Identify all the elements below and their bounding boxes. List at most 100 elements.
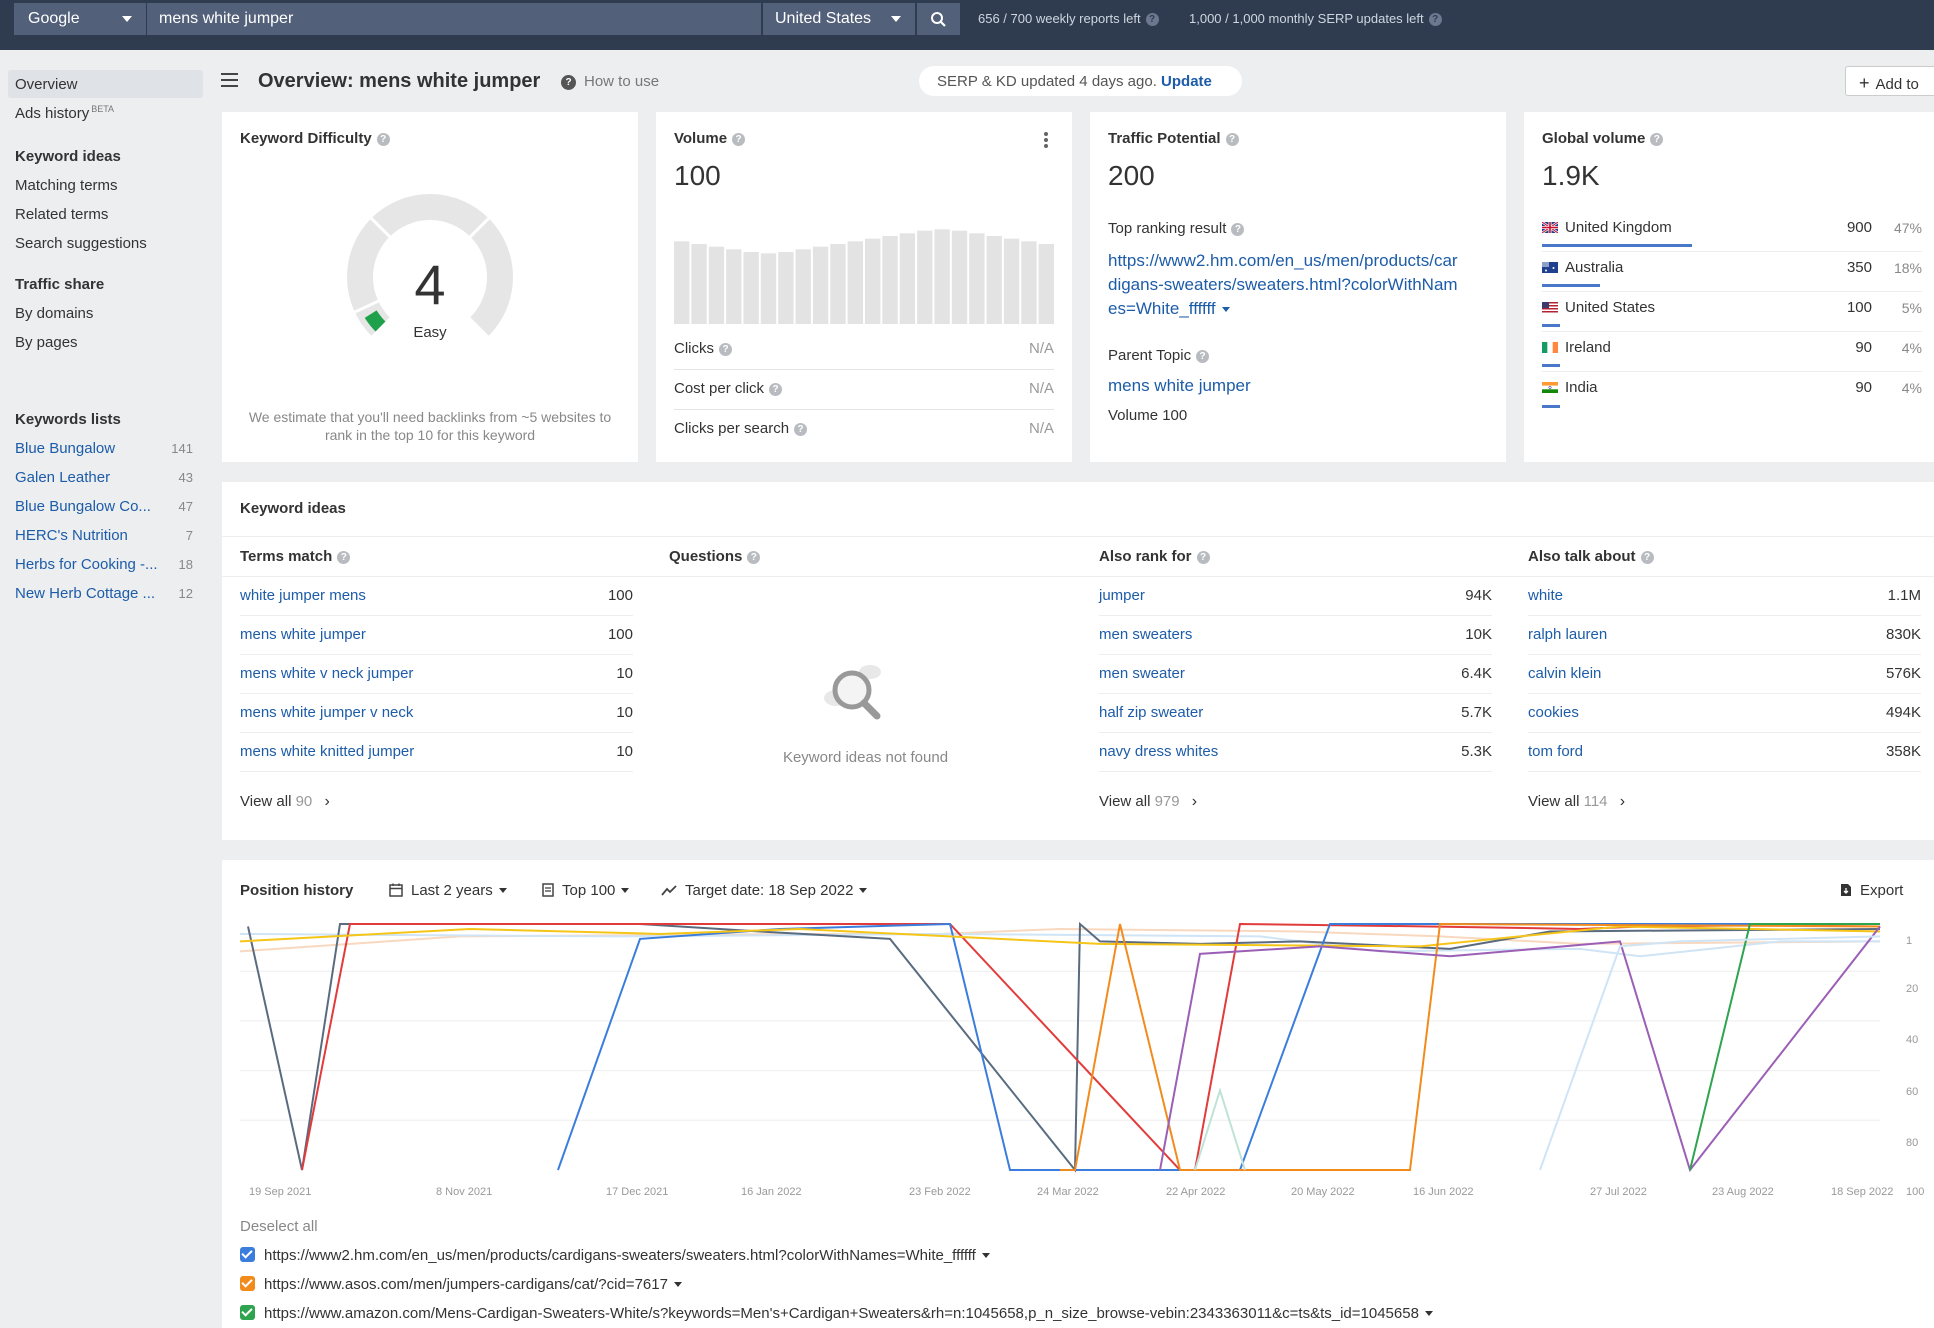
help-icon[interactable]: ? (1428, 13, 1442, 27)
keyword-list-item[interactable]: Blue Bungalow 141 (15, 440, 193, 457)
top-positions-dropdown[interactable]: Top 100 (542, 882, 630, 899)
tracked-url-row[interactable]: https://www2.hm.com/en_us/men/products/c… (240, 1247, 990, 1264)
update-link[interactable]: Update (1161, 73, 1212, 90)
keyword-list-item[interactable]: Galen Leather 43 (15, 469, 193, 486)
global-country-row[interactable]: Ireland 90 4% (1542, 332, 1922, 372)
search-button[interactable] (917, 3, 960, 35)
keyword-idea-row[interactable]: white jumper mens 100 (240, 577, 633, 616)
tracked-url[interactable]: https://www2.hm.com/en_us/men/products/c… (264, 1247, 976, 1264)
checkbox[interactable] (240, 1305, 255, 1320)
keyword-link[interactable]: jumper (1099, 587, 1145, 604)
help-icon[interactable]: ? (1225, 132, 1239, 146)
keyword-link[interactable]: men sweaters (1099, 626, 1193, 643)
position-series-line[interactable] (557, 922, 1880, 1171)
keyword-link[interactable]: mens white knitted jumper (240, 743, 415, 760)
keyword-list-item[interactable]: Herbs for Cooking -... 18 (15, 556, 193, 573)
keyword-link[interactable]: cookies (1528, 704, 1579, 721)
help-icon[interactable]: ? (719, 342, 732, 356)
chevron-down-icon[interactable] (673, 1282, 682, 1287)
sidebar-heading-keyword-ideas[interactable]: Keyword ideas (15, 148, 121, 165)
checkbox[interactable] (240, 1247, 255, 1262)
keyword-link[interactable]: half zip sweater (1099, 704, 1204, 721)
position-series-line[interactable] (1539, 935, 1881, 1171)
keyword-link[interactable]: white (1528, 587, 1564, 604)
keyword-list-item[interactable]: HERC's Nutrition 7 (15, 527, 193, 544)
keyword-link[interactable]: mens white jumper v neck (240, 704, 414, 721)
sidebar-item-by-pages[interactable]: By pages (15, 334, 78, 351)
help-icon[interactable]: ? (1196, 550, 1210, 564)
keyword-link[interactable]: mens white jumper (240, 626, 366, 643)
global-country-row[interactable]: India 90 4% (1542, 372, 1922, 412)
keyword-search-input[interactable] (147, 3, 761, 35)
global-country-row[interactable]: United Kingdom 900 47% (1542, 212, 1922, 252)
global-country-row[interactable]: Australia 350 18% (1542, 252, 1922, 292)
keyword-idea-row[interactable]: men sweaters 10K (1099, 616, 1492, 655)
tracked-url[interactable]: https://www.amazon.com/Mens-Cardigan-Swe… (264, 1305, 1419, 1322)
keyword-link[interactable]: tom ford (1528, 743, 1584, 760)
deselect-all-link[interactable]: Deselect all (240, 1218, 318, 1235)
how-to-use-link[interactable]: ? How to use (561, 73, 659, 90)
keyword-idea-row[interactable]: half zip sweater 5.7K (1099, 694, 1492, 733)
sidebar-item-ads-history[interactable]: Ads history BETA (15, 104, 114, 122)
help-icon[interactable]: ? (337, 550, 351, 564)
also-talk-view-all-link[interactable]: View all 114 › (1528, 793, 1625, 811)
position-series-line[interactable] (1159, 925, 1881, 1173)
checkbox[interactable] (240, 1276, 255, 1291)
keyword-idea-row[interactable]: ralph lauren 830K (1528, 616, 1921, 655)
keyword-idea-row[interactable]: men sweater 6.4K (1099, 655, 1492, 694)
menu-toggle-icon[interactable] (221, 73, 238, 91)
keyword-idea-row[interactable]: calvin klein 576K (1528, 655, 1921, 694)
keyword-idea-row[interactable]: tom ford 358K (1528, 733, 1921, 772)
keyword-link[interactable]: mens white v neck jumper (240, 665, 414, 682)
keyword-idea-row[interactable]: cookies 494K (1528, 694, 1921, 733)
position-series-line[interactable] (301, 922, 1881, 1171)
chevron-down-icon[interactable] (1221, 307, 1230, 312)
position-series-line[interactable] (1194, 1087, 1246, 1171)
chevron-down-icon[interactable] (981, 1253, 990, 1258)
position-series-line[interactable] (240, 927, 1881, 953)
sidebar-item-overview[interactable]: Overview (15, 76, 78, 93)
sidebar-item-related-terms[interactable]: Related terms (15, 206, 109, 223)
terms-match-view-all-link[interactable]: View all 90 › (240, 793, 330, 811)
help-icon[interactable]: ? (1640, 550, 1654, 564)
export-button[interactable]: Export (1840, 882, 1903, 899)
date-range-dropdown[interactable]: Last 2 years (389, 882, 507, 899)
tracked-url[interactable]: https://www.asos.com/men/jumpers-cardiga… (264, 1276, 668, 1293)
add-to-list-button[interactable]: + Add to (1845, 66, 1934, 96)
keyword-list-item[interactable]: Blue Bungalow Co... 47 (15, 498, 193, 515)
help-icon[interactable]: ? (732, 132, 746, 146)
position-series-line[interactable] (1060, 922, 1881, 1171)
keyword-idea-row[interactable]: mens white jumper v neck 10 (240, 694, 633, 733)
parent-topic-link[interactable]: mens white jumper (1108, 376, 1251, 395)
keyword-idea-row[interactable]: jumper 94K (1099, 577, 1492, 616)
also-rank-view-all-link[interactable]: View all 979 › (1099, 793, 1197, 811)
keyword-idea-row[interactable]: mens white jumper 100 (240, 616, 633, 655)
keyword-link[interactable]: men sweater (1099, 665, 1185, 682)
help-icon[interactable]: ? (376, 132, 390, 146)
keyword-link[interactable]: navy dress whites (1099, 743, 1219, 760)
position-series-line[interactable] (240, 925, 1881, 948)
tracked-url-row[interactable]: https://www.amazon.com/Mens-Cardigan-Swe… (240, 1305, 1433, 1322)
search-engine-select[interactable]: Google (14, 3, 146, 35)
sidebar-item-search-suggestions[interactable]: Search suggestions (15, 235, 147, 252)
keyword-link[interactable]: calvin klein (1528, 665, 1602, 682)
help-icon[interactable]: ? (769, 382, 783, 396)
more-options-icon[interactable] (1044, 132, 1048, 148)
help-icon[interactable]: ? (1196, 349, 1210, 363)
help-icon[interactable]: ? (1231, 222, 1245, 236)
keyword-link[interactable]: white jumper mens (240, 587, 366, 604)
sidebar-item-matching-terms[interactable]: Matching terms (15, 177, 118, 194)
help-icon[interactable]: ? (1650, 132, 1664, 146)
keyword-idea-row[interactable]: white 1.1M (1528, 577, 1921, 616)
help-icon[interactable]: ? (1145, 13, 1159, 27)
help-icon[interactable]: ? (794, 422, 808, 436)
help-icon[interactable]: ? (747, 550, 761, 564)
keyword-link[interactable]: ralph lauren (1528, 626, 1608, 643)
keyword-idea-row[interactable]: mens white knitted jumper 10 (240, 733, 633, 772)
country-select[interactable]: United States (763, 3, 915, 35)
position-series-line[interactable] (1689, 923, 1880, 1171)
keyword-idea-row[interactable]: mens white v neck jumper 10 (240, 655, 633, 694)
chevron-down-icon[interactable] (1424, 1311, 1433, 1316)
top-ranking-url-link[interactable]: https://www2.hm.com/en_us/men/products/c… (1108, 249, 1498, 321)
keyword-list-item[interactable]: New Herb Cottage ... 12 (15, 585, 193, 602)
